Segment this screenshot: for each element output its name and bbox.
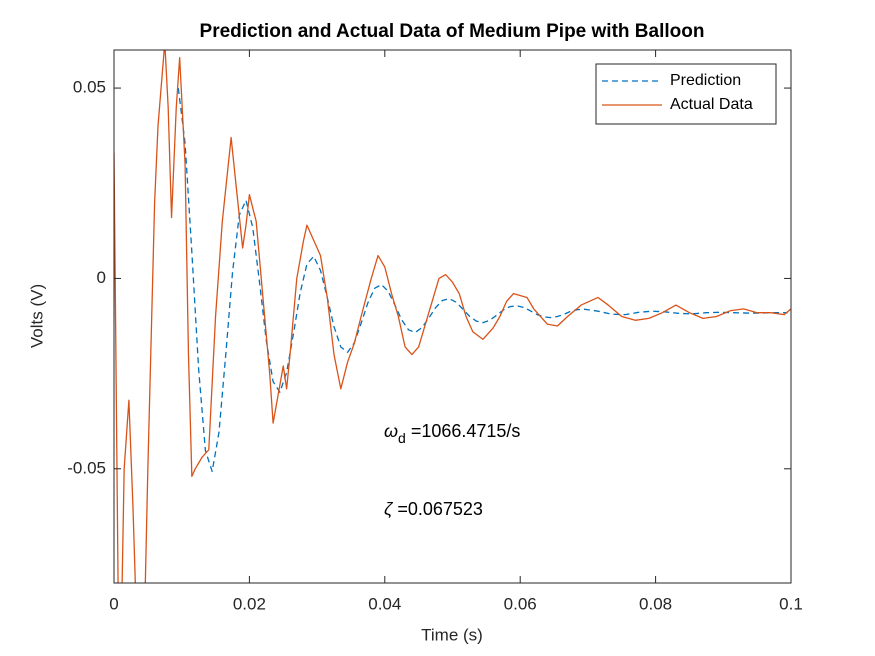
x-tick-label: 0.1 xyxy=(779,594,803,613)
y-tick-label: 0 xyxy=(97,268,106,287)
annotation-text: =0.067523 xyxy=(392,499,483,519)
annotation: ωd =1066.4715/s xyxy=(384,421,520,446)
annotation-symbol: ω xyxy=(384,421,398,441)
x-tick-label: 0.08 xyxy=(639,594,672,613)
y-tick-label: -0.05 xyxy=(67,458,106,477)
y-tick-label: 0.05 xyxy=(73,78,106,97)
legend-box xyxy=(595,63,777,125)
x-axis-label: Time (s) xyxy=(421,625,483,644)
x-tick-label: 0.06 xyxy=(504,594,537,613)
legend: Prediction Actual Data xyxy=(595,63,777,125)
axes-box xyxy=(113,49,792,584)
chart-title: Prediction and Actual Data of Medium Pip… xyxy=(200,21,705,42)
legend-label: Actual Data xyxy=(670,96,753,113)
annotation-subscript: d xyxy=(398,430,406,446)
x-tick-label: 0.04 xyxy=(368,594,401,613)
x-tick-label: 0.02 xyxy=(233,594,266,613)
x-tick-label: 0 xyxy=(109,594,118,613)
y-axis-label: Volts (V) xyxy=(27,284,46,348)
series-line xyxy=(114,50,791,583)
annotation: ζ =0.067523 xyxy=(384,499,483,519)
legend-label: Prediction xyxy=(670,72,741,89)
annotation-symbol: ζ xyxy=(384,499,394,519)
annotations: ωd =1066.4715/s ζ =0.067523 xyxy=(384,421,520,519)
annotation-text: =1066.4715/s xyxy=(406,421,521,441)
plot-area xyxy=(114,50,791,583)
